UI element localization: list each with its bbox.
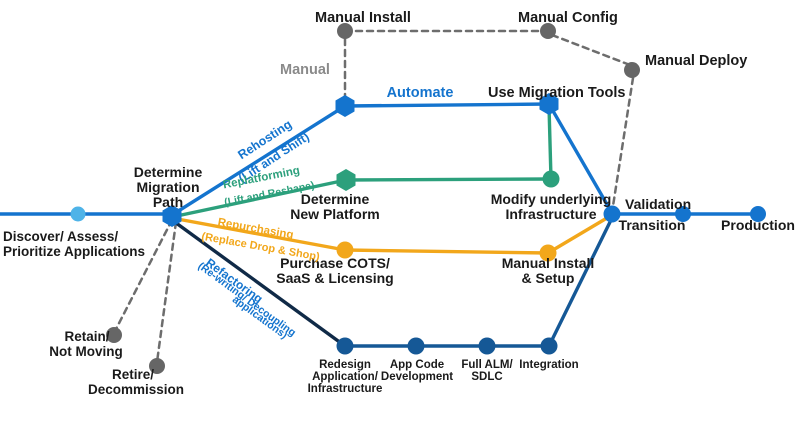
svg-text:SaaS & Licensing: SaaS & Licensing	[276, 270, 393, 286]
svg-text:Prioritize Applications: Prioritize Applications	[3, 244, 145, 259]
svg-text:Automate: Automate	[387, 85, 454, 101]
svg-text:SDLC: SDLC	[471, 371, 502, 383]
svg-text:Infrastructure: Infrastructure	[308, 383, 383, 395]
svg-text:Application/: Application/	[312, 371, 379, 383]
svg-text:Determine: Determine	[134, 164, 203, 180]
svg-text:Not Moving: Not Moving	[49, 344, 123, 359]
svg-text:Production: Production	[721, 217, 795, 233]
svg-text:Use Migration Tools: Use Migration Tools	[488, 85, 626, 101]
svg-text:& Setup: & Setup	[522, 270, 575, 286]
svg-text:Redesign: Redesign	[319, 359, 371, 371]
svg-text:Transition: Transition	[619, 217, 686, 233]
svg-text:Decommission: Decommission	[88, 382, 184, 397]
svg-text:Path: Path	[153, 194, 183, 210]
svg-text:Retain/: Retain/	[64, 329, 109, 344]
svg-text:Modify underlying: Modify underlying	[491, 191, 612, 207]
svg-text:Manual Install: Manual Install	[502, 255, 595, 271]
svg-text:Determine: Determine	[301, 191, 370, 207]
svg-text:Migration: Migration	[137, 179, 200, 195]
svg-text:App Code: App Code	[390, 359, 444, 371]
svg-text:Retire/: Retire/	[112, 367, 154, 382]
svg-text:Manual Deploy: Manual Deploy	[645, 53, 747, 69]
svg-text:Infrastructure: Infrastructure	[505, 206, 596, 222]
svg-text:Validation: Validation	[625, 196, 691, 212]
svg-text:Manual: Manual	[280, 62, 330, 78]
svg-text:Full ALM/: Full ALM/	[461, 359, 513, 371]
svg-text:Manual Config: Manual Config	[518, 10, 618, 26]
svg-text:Integration: Integration	[519, 359, 578, 371]
svg-text:New Platform: New Platform	[290, 206, 379, 222]
svg-text:Manual Install: Manual Install	[315, 10, 411, 26]
svg-text:Discover/ Assess/: Discover/ Assess/	[3, 229, 118, 244]
svg-text:Development: Development	[381, 371, 453, 383]
